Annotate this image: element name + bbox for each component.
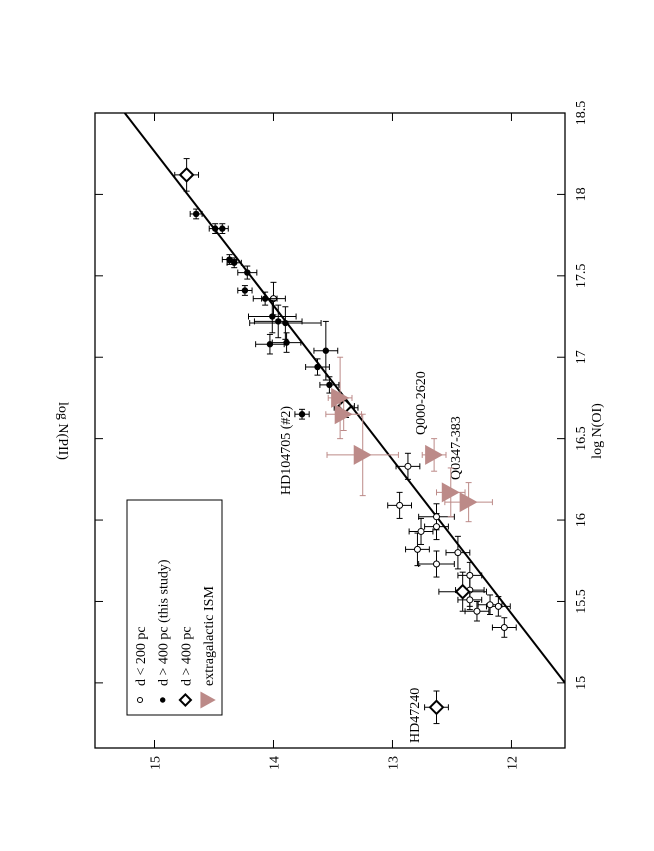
plot-area: log N(OI) log N(PII) HD104705 (#2) Q000-… <box>55 101 605 770</box>
point <box>454 583 471 600</box>
point <box>219 225 226 232</box>
point <box>432 560 440 568</box>
point <box>432 523 440 531</box>
point <box>459 492 478 513</box>
point <box>466 571 474 579</box>
point <box>473 607 481 615</box>
annotation: HD104705 (#2) <box>279 406 294 495</box>
point <box>425 444 444 465</box>
point <box>326 381 333 389</box>
point <box>486 601 494 609</box>
legend-marker <box>178 693 193 707</box>
point <box>322 347 330 354</box>
point <box>266 341 274 348</box>
x-tick-label: 16 <box>574 513 589 527</box>
legend-label: extragalactic ISM <box>202 586 217 686</box>
point <box>314 363 321 371</box>
legend-box <box>126 499 223 716</box>
point <box>334 404 353 425</box>
point <box>404 462 412 470</box>
x-tick-label: 18.5 <box>574 101 589 126</box>
x-tick-label: 15 <box>574 676 589 690</box>
point <box>466 596 474 604</box>
point <box>494 602 502 610</box>
point <box>353 444 372 465</box>
point <box>432 513 440 521</box>
x-tick-label: 17 <box>574 350 589 364</box>
x-axis-label: log N(OI) <box>590 403 605 459</box>
x-tick-label: 16.5 <box>574 426 589 451</box>
point <box>226 256 233 263</box>
frame <box>94 112 566 749</box>
y-tick-label: 14 <box>267 756 282 770</box>
point <box>269 313 276 320</box>
legend-marker <box>136 696 144 704</box>
y-axis-label: log N(PII) <box>55 402 70 460</box>
point <box>231 259 238 266</box>
point <box>298 411 306 418</box>
point <box>331 387 350 408</box>
annotation: Q0347-383 <box>449 416 464 480</box>
point <box>192 210 200 218</box>
point <box>178 166 195 183</box>
y-tick-label: 13 <box>386 756 401 770</box>
annotation: HD47240 <box>408 688 423 743</box>
point <box>441 482 460 503</box>
point <box>211 225 219 232</box>
legend-label: d < 200 pc <box>134 626 149 686</box>
y-tick-label: 12 <box>505 756 520 770</box>
y-tick-label: 15 <box>148 756 163 770</box>
legend-marker <box>159 697 166 703</box>
point <box>500 624 508 632</box>
legend-label: d > 400 pc (this study) <box>157 559 172 686</box>
point <box>396 501 404 509</box>
point <box>261 295 269 302</box>
point <box>244 269 251 276</box>
point <box>282 319 289 327</box>
point <box>417 527 425 535</box>
legend-marker <box>200 691 216 709</box>
x-tick-label: 18 <box>574 187 589 201</box>
point <box>454 549 462 557</box>
point <box>428 699 445 716</box>
x-tick-label: 15.5 <box>574 589 589 614</box>
point <box>241 287 249 294</box>
annotation: Q000-2620 <box>414 371 429 435</box>
x-tick-label: 17.5 <box>574 264 589 289</box>
point <box>283 339 290 346</box>
legend-label: d > 400 pc <box>179 626 194 686</box>
point <box>413 545 421 553</box>
point <box>275 318 282 325</box>
